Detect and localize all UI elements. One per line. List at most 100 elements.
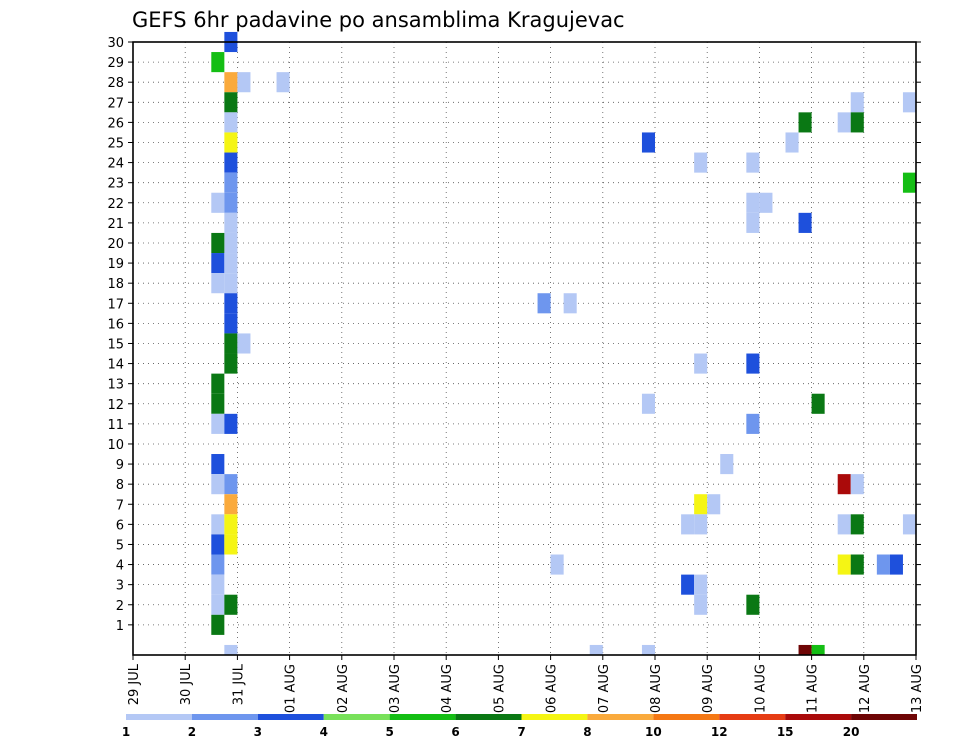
- precip-cell: [211, 534, 225, 555]
- precip-cell: [746, 192, 760, 213]
- precip-cell: [681, 574, 695, 595]
- precip-cell: [276, 72, 290, 93]
- precip-cell: [589, 644, 603, 655]
- scale-label: 15: [777, 725, 794, 739]
- x-tick-label: 31 JUL: [231, 663, 246, 705]
- precip-cell: [811, 644, 825, 655]
- scale-swatch: [323, 714, 390, 720]
- precip-cell: [224, 132, 238, 153]
- precip-cell: [224, 152, 238, 173]
- precip-cell: [759, 192, 773, 213]
- y-tick-label: 24: [107, 157, 124, 172]
- precip-cell: [746, 212, 760, 233]
- precip-cell: [224, 534, 238, 555]
- scale-label: 7: [517, 725, 525, 739]
- precip-cell: [224, 353, 238, 374]
- precip-cell: [694, 514, 708, 535]
- scale-swatch: [521, 714, 588, 720]
- precip-cell: [694, 574, 708, 595]
- x-tick-label: 29 JUL: [127, 663, 142, 705]
- color-scale-bar: 1 2 3 4 5 6 7 8 10 12 15 20: [122, 714, 917, 739]
- y-tick-label: 11: [107, 418, 124, 433]
- x-tick-label: 08 AUG: [649, 664, 664, 713]
- precip-cell: [837, 514, 851, 535]
- precip-cell: [707, 494, 721, 515]
- x-tick-label: 04 AUG: [440, 664, 455, 713]
- precip-cell: [694, 494, 708, 515]
- scale-label: 4: [320, 725, 328, 739]
- y-tick-label: 10: [107, 438, 124, 453]
- precip-cell: [550, 554, 564, 575]
- x-tick-label: 13 AUG: [910, 664, 925, 713]
- precip-cell: [681, 514, 695, 535]
- scale-swatch: [191, 714, 258, 720]
- precip-cell: [837, 112, 851, 133]
- precip-cell: [902, 92, 916, 113]
- scale-label: 8: [583, 725, 591, 739]
- precip-cell: [785, 132, 799, 153]
- precip-cell: [811, 393, 825, 414]
- scale-swatch: [653, 714, 720, 720]
- precip-cell: [902, 172, 916, 193]
- x-tick-label: 05 AUG: [492, 664, 507, 713]
- y-tick-label: 18: [107, 277, 124, 292]
- precip-cell: [224, 494, 238, 515]
- precip-cell: [876, 554, 890, 575]
- precip-cell: [224, 333, 238, 354]
- x-tick-label: 02 AUG: [336, 664, 351, 713]
- precip-cell: [224, 293, 238, 314]
- precip-cell: [211, 413, 225, 434]
- precip-cell: [746, 594, 760, 615]
- x-tick-label: 11 AUG: [806, 664, 821, 713]
- scale-swatch: [455, 714, 522, 720]
- y-tick-label: 3: [116, 579, 124, 594]
- scale-label: 1: [122, 725, 130, 739]
- precip-cell: [850, 474, 864, 495]
- precip-cell: [224, 192, 238, 213]
- precip-cell: [694, 594, 708, 615]
- scale-label: 5: [385, 725, 393, 739]
- precip-cell: [224, 172, 238, 193]
- x-tick-label: 07 AUG: [597, 664, 612, 713]
- y-tick-label: 7: [116, 498, 124, 513]
- scale-label: 10: [645, 725, 662, 739]
- precip-cell: [211, 574, 225, 595]
- y-tick-label: 12: [107, 398, 124, 413]
- y-tick-label: 29: [107, 56, 124, 71]
- precip-cell: [837, 474, 851, 495]
- plot-frame: [132, 41, 917, 656]
- precip-cell: [641, 393, 655, 414]
- y-tick-label: 21: [107, 217, 124, 232]
- precip-cell: [237, 72, 251, 93]
- precip-cell: [224, 514, 238, 535]
- y-tick-label: 9: [116, 458, 124, 473]
- scale-swatch: [389, 714, 456, 720]
- x-axis: 29 JUL 30 JUL 31 JUL 01 AUG 02 AUG 03 AUG 04 A…: [127, 655, 925, 713]
- precip-cell: [720, 454, 734, 475]
- precip-cell: [211, 554, 225, 575]
- precip-cell: [902, 514, 916, 535]
- precip-cell: [850, 514, 864, 535]
- scale-label: 12: [711, 725, 728, 739]
- y-tick-label: 2: [116, 599, 124, 614]
- precip-cell: [224, 253, 238, 274]
- precip-cell: [211, 514, 225, 535]
- y-tick-label: 14: [107, 358, 124, 373]
- precip-cell: [641, 132, 655, 153]
- y-tick-label: 28: [107, 76, 124, 91]
- y-tick-label: 26: [107, 116, 124, 131]
- scale-label: 3: [254, 725, 262, 739]
- scale-swatch: [785, 714, 852, 720]
- precip-cell: [224, 594, 238, 615]
- y-tick-label: 30: [107, 36, 124, 51]
- precip-cell: [211, 614, 225, 635]
- precip-cell: [224, 112, 238, 133]
- precip-cell: [850, 554, 864, 575]
- precip-cell: [746, 152, 760, 173]
- x-tick-label: 10 AUG: [753, 664, 768, 713]
- y-tick-label: 16: [107, 317, 124, 332]
- y-tick-label: 20: [107, 237, 124, 252]
- x-tick-label: 09 AUG: [701, 664, 716, 713]
- scale-swatch: [126, 714, 192, 720]
- precip-cell: [211, 273, 225, 294]
